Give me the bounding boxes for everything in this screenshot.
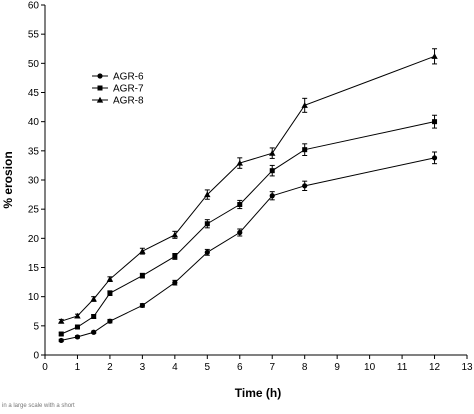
y-tick-label: 45 [28,88,40,99]
data-point [431,155,438,161]
x-tick-label: 10 [364,362,376,373]
data-point [237,229,243,236]
x-axis-title: Time (h) [235,386,281,400]
footnote-text: in a large scale with a short [2,403,75,409]
y-tick-label: 40 [28,117,40,128]
y-tick-label: 20 [28,234,40,245]
data-point [90,295,97,302]
y-tick-label: 35 [28,146,40,157]
data-point [172,253,178,259]
x-tick-label: 13 [461,362,473,373]
x-tick-label: 4 [172,362,178,373]
data-point [302,183,308,189]
data-point [58,337,64,344]
data-point [58,331,64,337]
legend-entry: AGR-7 [92,84,144,95]
data-point [269,168,275,174]
series-layer [58,48,438,344]
x-tick-label: 3 [140,362,146,373]
data-point [91,314,97,319]
legend-marker [97,73,103,79]
y-tick-label: 55 [28,30,40,41]
data-point [139,302,145,309]
data-point [139,273,145,279]
data-point [269,193,275,199]
legend-label: AGR-8 [113,96,144,107]
legend-entry: AGR-6 [92,72,144,83]
data-point [74,334,81,340]
data-point [431,53,438,59]
data-point [58,317,65,324]
data-point [91,329,97,335]
y-tick-label: 5 [33,321,39,332]
x-tick-label: 8 [302,362,308,373]
y-tick-label: 0 [33,351,39,362]
x-tick-label: 1 [75,362,81,373]
x-tick-label: 6 [237,362,243,373]
legend-label: AGR-7 [113,84,144,95]
y-tick-label: 15 [28,263,40,274]
data-point [432,119,438,125]
series-agr-7 [58,114,438,337]
data-point [302,147,308,153]
data-point [106,275,114,282]
data-point [171,231,179,238]
y-tick-label: 50 [28,59,40,70]
data-point [74,312,81,319]
data-point [172,280,178,286]
x-tick-label: 2 [107,362,113,373]
y-tick-label: 25 [28,205,40,216]
series-line [61,157,435,341]
x-tick-label: 7 [269,362,275,373]
data-point [204,191,211,198]
y-tick-label: 10 [28,292,40,303]
y-axis-title: % erosion [1,151,15,208]
x-tick-label: 9 [334,362,340,373]
x-tick-label: 5 [205,362,211,373]
x-tick-label: 11 [397,362,408,373]
data-point [301,102,308,108]
series-line [61,121,435,335]
data-point [204,249,210,255]
data-point [139,247,146,254]
data-point [107,318,113,324]
x-tick-label: 12 [429,362,441,373]
series-agr-6 [58,151,438,344]
data-point [107,290,113,296]
data-point [74,324,80,330]
data-point [204,221,210,227]
legend-label: AGR-6 [113,72,144,83]
data-point [269,149,276,156]
series-agr-8 [58,48,438,324]
data-point [236,159,243,166]
data-point [237,202,243,207]
legend-marker [96,96,104,103]
y-tick-label: 60 [28,1,40,12]
x-tick-label: 0 [42,362,48,373]
y-tick-label: 30 [28,176,40,187]
legend-marker [97,85,103,91]
legend-entry: AGR-8 [92,96,144,107]
